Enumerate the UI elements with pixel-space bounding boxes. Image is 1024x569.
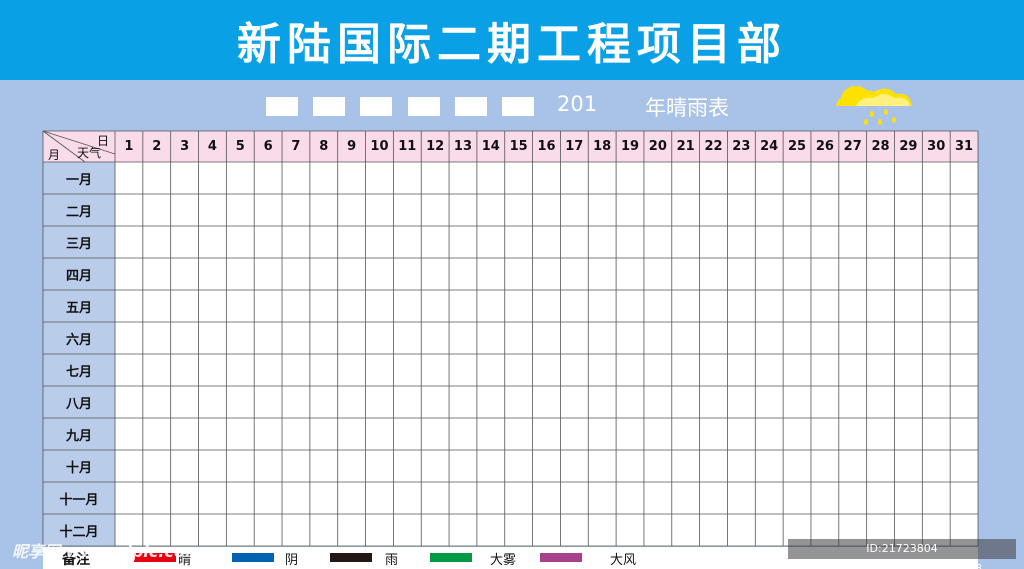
legend-swatch [430, 553, 472, 562]
day-header: 23 [732, 139, 751, 154]
month-label: 一月 [65, 172, 92, 188]
legend-swatch [540, 553, 582, 562]
day-header: 3 [180, 139, 190, 154]
day-header: 14 [481, 139, 500, 154]
grid-line [42, 130, 86, 163]
day-header: 19 [620, 139, 640, 154]
weather-icon [836, 86, 912, 125]
watermark-id: ID:21723804 NO:20210318163735464088 [788, 539, 1016, 569]
day-header: 12 [426, 139, 445, 154]
day-header: 22 [704, 139, 723, 154]
legend-item: 大风 [610, 553, 637, 568]
blank-box [266, 97, 298, 116]
banner: 新陆国际二期工程项目部 [0, 0, 1024, 80]
subtitle: 年晴雨表 [645, 96, 729, 120]
month-label: 九月 [65, 428, 92, 444]
day-header: 21 [676, 139, 695, 154]
day-header: 24 [760, 139, 779, 154]
title: 新陆国际二期工程项目部 [237, 19, 787, 70]
month-label: 三月 [65, 236, 92, 252]
day-header: 25 [787, 139, 807, 154]
legend-swatch [134, 553, 176, 562]
blank-box [408, 97, 440, 116]
legend-item: 大雾 [490, 553, 517, 568]
month-label: 四月 [65, 268, 92, 284]
month-label: 五月 [65, 300, 92, 316]
legend-swatch [330, 553, 372, 562]
month-label: 十月 [65, 460, 92, 476]
legend-label: 备注 [62, 552, 90, 568]
day-header: 26 [815, 139, 834, 154]
watermark-site: 昵享网 www.nipic.com [12, 542, 202, 561]
day-header: 29 [899, 139, 918, 154]
corner-month: 月 [48, 148, 61, 162]
day-header: 2 [152, 139, 162, 154]
day-header: 18 [593, 139, 612, 154]
blank-box [313, 97, 345, 116]
legend-item: 晴 [178, 553, 192, 568]
day-header: 28 [871, 139, 890, 154]
month-label: 十一月 [59, 492, 99, 508]
legend-swatch [232, 553, 274, 562]
day-header: 31 [955, 139, 974, 154]
day-header: 13 [453, 139, 473, 154]
day-header: 17 [565, 139, 584, 154]
month-label: 二月 [65, 204, 92, 220]
day-header: 20 [648, 139, 667, 154]
grid-line [42, 130, 116, 155]
day-header: 10 [370, 139, 389, 154]
day-header: 1 [124, 139, 134, 154]
month-label: 七月 [65, 364, 92, 380]
legend-bar [43, 547, 978, 569]
day-header: 8 [319, 139, 329, 154]
day-header: 15 [509, 139, 528, 154]
day-header: 11 [398, 139, 417, 154]
day-header: 27 [843, 139, 862, 154]
blank-box [502, 97, 534, 116]
month-label: 十二月 [59, 524, 99, 540]
month-label: 六月 [65, 332, 92, 348]
blank-box [455, 97, 487, 116]
blank-box [360, 97, 392, 116]
corner-weather: 天气 [77, 146, 102, 160]
day-header: 30 [927, 139, 946, 154]
day-header: 6 [263, 139, 273, 154]
day-header: 5 [235, 139, 245, 154]
month-label: 八月 [65, 396, 92, 412]
corner-day: 日 [97, 134, 110, 148]
legend-item: 阴 [285, 553, 299, 568]
day-header: 9 [347, 139, 357, 154]
legend-item: 雨 [385, 553, 399, 568]
year-prefix: 201 [557, 92, 598, 116]
day-header: 4 [207, 139, 217, 154]
day-header: 16 [537, 139, 556, 154]
day-header: 7 [291, 139, 301, 154]
